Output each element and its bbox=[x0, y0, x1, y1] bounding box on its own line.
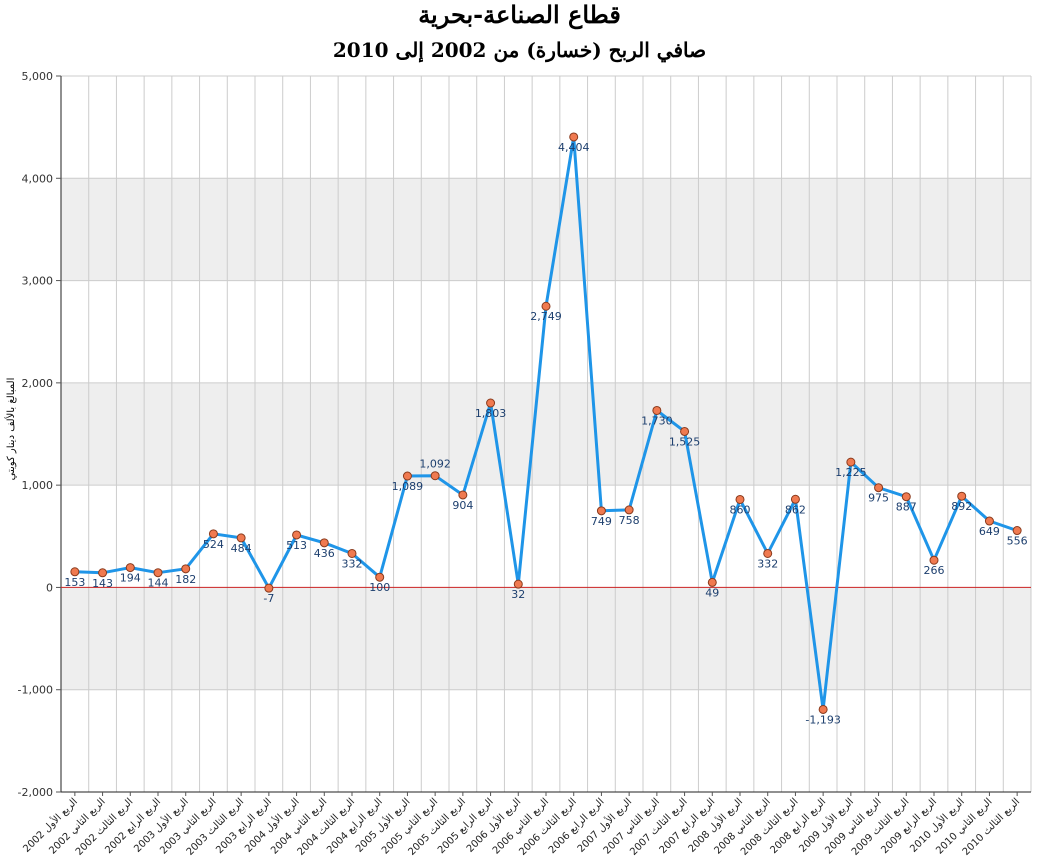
data-label: 1,525 bbox=[669, 435, 701, 448]
data-point bbox=[319, 538, 329, 548]
data-label: 860 bbox=[730, 503, 751, 516]
data-point bbox=[125, 563, 135, 573]
data-label: 182 bbox=[175, 573, 196, 586]
data-label: 975 bbox=[868, 492, 889, 505]
data-label: 1,092 bbox=[419, 458, 451, 471]
data-label: 32 bbox=[511, 588, 525, 601]
data-label: 1,803 bbox=[475, 407, 507, 420]
data-point bbox=[680, 426, 690, 436]
y-tick-label: 0 bbox=[46, 581, 53, 594]
data-point bbox=[763, 548, 773, 558]
data-point bbox=[153, 568, 163, 578]
band bbox=[61, 587, 1031, 690]
data-point bbox=[818, 704, 828, 714]
data-label: 904 bbox=[452, 499, 473, 512]
data-label: 1,089 bbox=[392, 480, 424, 493]
data-point bbox=[624, 505, 634, 515]
y-axis-label: المبالغ بالألف دينار كويتي bbox=[4, 378, 17, 481]
data-label: -7 bbox=[263, 592, 274, 605]
data-point bbox=[541, 301, 551, 311]
data-label: 100 bbox=[369, 581, 390, 594]
band bbox=[61, 382, 1031, 486]
data-label: 266 bbox=[924, 564, 945, 577]
y-tick-label: 4,000 bbox=[22, 172, 54, 185]
y-axis-ticks: -2,000 -1,000 0 1,000 2,000 3,000 4,000 5,000 bbox=[18, 70, 61, 799]
data-point bbox=[181, 564, 191, 574]
data-label: 49 bbox=[705, 586, 719, 599]
data-point bbox=[707, 577, 717, 587]
y-tick-label: 1,000 bbox=[22, 479, 54, 492]
band bbox=[61, 178, 1031, 281]
data-point bbox=[984, 516, 994, 526]
data-label: 892 bbox=[951, 500, 972, 513]
data-point bbox=[846, 457, 856, 467]
data-point bbox=[1012, 526, 1022, 536]
data-label: 749 bbox=[591, 515, 612, 528]
data-point bbox=[735, 494, 745, 504]
data-label: 649 bbox=[979, 525, 1000, 538]
data-point bbox=[375, 572, 385, 582]
y-tick-label: 2,000 bbox=[22, 377, 54, 390]
data-label: 484 bbox=[231, 542, 252, 555]
background-bands bbox=[61, 178, 1031, 690]
data-label: 436 bbox=[314, 547, 335, 560]
data-label: 524 bbox=[203, 538, 224, 551]
data-label: -1,193 bbox=[805, 713, 840, 726]
data-point bbox=[402, 471, 412, 481]
data-point bbox=[236, 533, 246, 543]
data-point bbox=[513, 579, 523, 589]
data-label: 887 bbox=[896, 501, 917, 514]
data-label: 332 bbox=[342, 557, 363, 570]
data-label: 194 bbox=[120, 572, 141, 585]
data-label: 143 bbox=[92, 577, 113, 590]
data-labels: 153 143 194 144 182 524 484 -7 513 436 332 100 1,089… bbox=[64, 141, 1027, 726]
data-point bbox=[596, 506, 606, 516]
data-label: 153 bbox=[64, 576, 85, 589]
data-label: 758 bbox=[619, 514, 640, 527]
data-label: 2,749 bbox=[530, 310, 562, 323]
grid-lines bbox=[60, 75, 1032, 793]
data-point bbox=[264, 583, 274, 593]
data-point bbox=[874, 483, 884, 493]
data-label: 556 bbox=[1007, 535, 1028, 548]
data-point bbox=[901, 492, 911, 502]
data-label: 144 bbox=[148, 577, 169, 590]
data-label: 4,404 bbox=[558, 141, 590, 154]
data-point bbox=[347, 548, 357, 558]
chart-subtitle: صافي الربح (خسارة) من 2002 إلى 2010 bbox=[332, 38, 707, 62]
data-label: 862 bbox=[785, 503, 806, 516]
data-point bbox=[569, 132, 579, 142]
data-point bbox=[790, 494, 800, 504]
y-tick-label: 3,000 bbox=[22, 275, 54, 288]
data-point bbox=[430, 471, 440, 481]
data-point bbox=[458, 490, 468, 500]
data-label: 1,225 bbox=[835, 466, 867, 479]
data-points bbox=[70, 132, 1022, 714]
y-tick-label: -1,000 bbox=[18, 684, 53, 697]
y-tick-label: -2,000 bbox=[18, 786, 53, 799]
data-point bbox=[957, 491, 967, 501]
data-point bbox=[486, 398, 496, 408]
y-tick-label: 5,000 bbox=[22, 70, 54, 83]
data-point bbox=[70, 567, 80, 577]
data-point bbox=[929, 555, 939, 565]
data-point bbox=[98, 568, 108, 578]
data-point bbox=[208, 529, 218, 539]
data-point bbox=[652, 405, 662, 415]
data-label: 332 bbox=[757, 557, 778, 570]
chart-title: قطاع الصناعة-بحرية bbox=[418, 0, 621, 29]
data-label: 513 bbox=[286, 539, 307, 552]
data-point bbox=[292, 530, 302, 540]
data-label: 1,730 bbox=[641, 414, 673, 427]
